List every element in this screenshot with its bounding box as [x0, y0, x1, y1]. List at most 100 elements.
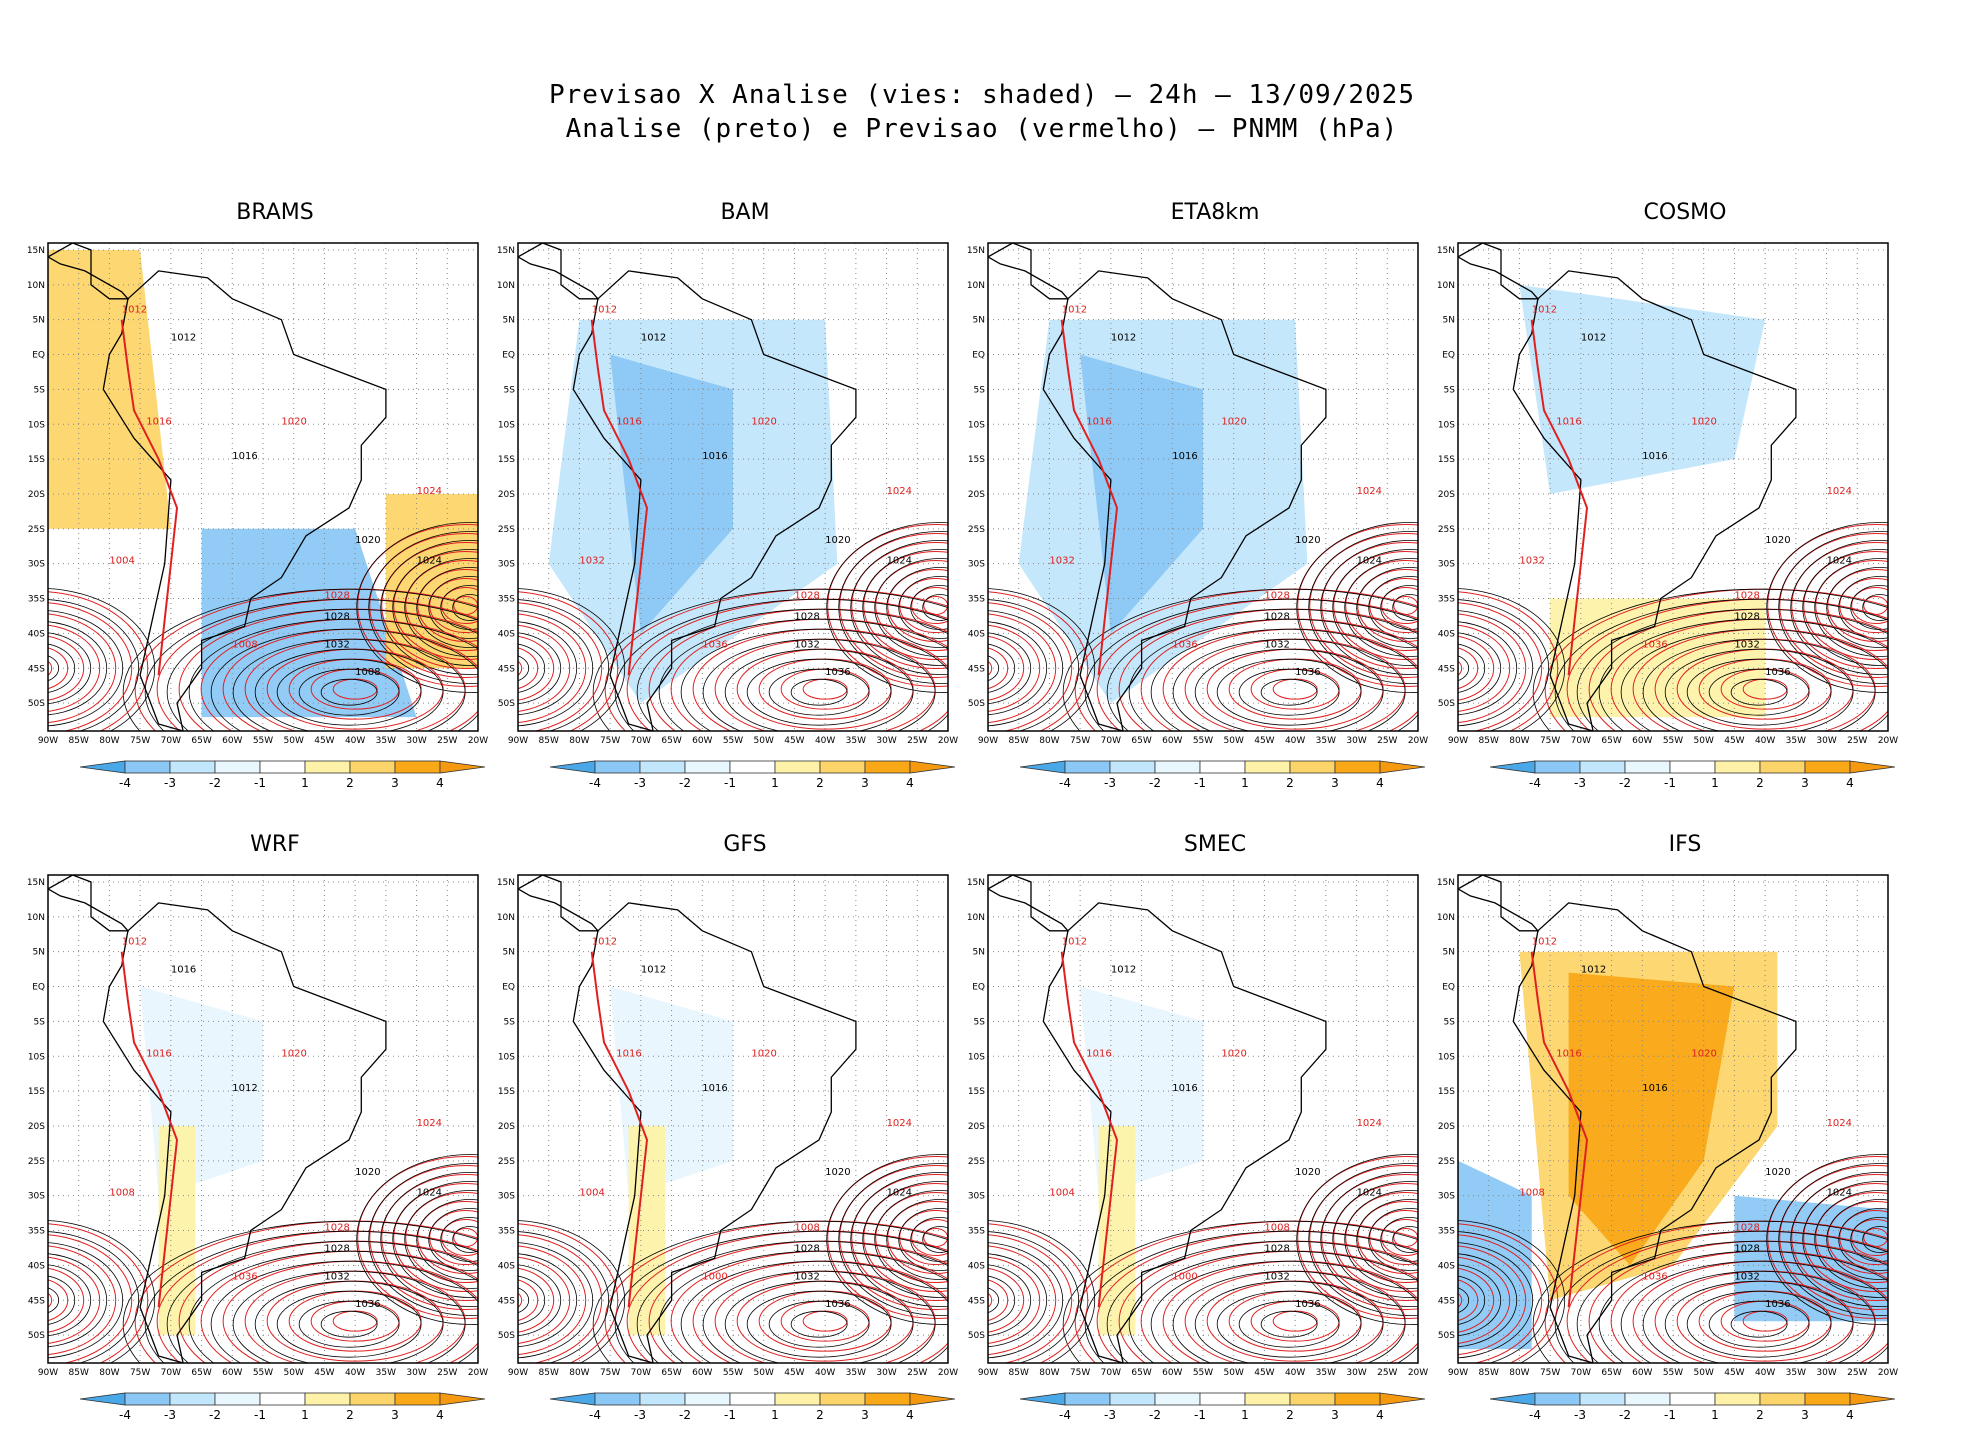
- longitude-tick-label: 55W: [723, 736, 743, 746]
- latitude-tick-label: 35S: [28, 595, 45, 605]
- analysis-isobar-label: 1012: [1111, 965, 1136, 976]
- latitude-tick-label: 15S: [28, 455, 45, 465]
- forecast-isobar-label: 1016: [1556, 1048, 1581, 1059]
- forecast-isobar-label: 1024: [887, 486, 912, 497]
- colorbar-tick-label: 3: [1331, 776, 1339, 790]
- longitude-tick-label: 85W: [69, 736, 89, 746]
- colorbar: -4 -3 -2 -1 1 2 3 4: [549, 760, 956, 790]
- longitude-tick-label: 25W: [907, 1368, 927, 1378]
- latitude-tick-label: 25S: [1438, 525, 1455, 535]
- colorbar-tick-label: -2: [1619, 1408, 1631, 1422]
- latitude-tick-label: EQ: [32, 351, 45, 361]
- analysis-isobar-label: 1012: [641, 333, 666, 344]
- longitude-tick-label: 55W: [253, 1368, 273, 1378]
- forecast-isobar-label: 1024: [1357, 1118, 1382, 1129]
- colorbar-tick-label: 4: [906, 1408, 914, 1422]
- latitude-tick-label: 30S: [968, 1192, 985, 1202]
- longitude-tick-label: 40W: [1755, 1368, 1775, 1378]
- latitude-tick-label: 50S: [498, 699, 515, 709]
- colorbar-tick-label: -2: [679, 1408, 691, 1422]
- forecast-isobar-label: 1036: [232, 1271, 257, 1282]
- longitude-tick-label: 20W: [938, 1368, 958, 1378]
- latitude-tick-label: 40S: [968, 629, 985, 639]
- longitude-tick-label: 55W: [723, 1368, 743, 1378]
- latitude-tick-label: 5N: [33, 948, 45, 958]
- latitude-tick-label: 45S: [28, 1296, 45, 1306]
- map-canvas: 1012 1016 1020 1024 1028 1032 1036 1012 1016 1020…: [1437, 242, 1898, 790]
- forecast-isobar-label: 1028: [1734, 1223, 1759, 1234]
- longitude-tick-label: 55W: [1663, 1368, 1683, 1378]
- latitude-tick-label: 10N: [27, 913, 45, 923]
- latitude-tick-label: 50S: [968, 1331, 985, 1341]
- colorbar-tick-label: -3: [634, 776, 646, 790]
- latitude-tick-label: 10S: [968, 1052, 985, 1062]
- longitude-tick-label: 45W: [314, 736, 334, 746]
- latitude-tick-label: 15N: [497, 246, 515, 256]
- longitude-tick-label: 30W: [406, 736, 426, 746]
- latitude-tick-label: 5N: [33, 316, 45, 326]
- forecast-isobar-label: 1032: [1049, 556, 1074, 567]
- latitude-tick-label: 35S: [498, 1227, 515, 1237]
- analysis-isobar-label: 1024: [887, 1188, 912, 1199]
- longitude-tick-label: 85W: [1479, 1368, 1499, 1378]
- forecast-isobar-label: 1024: [1827, 486, 1852, 497]
- longitude-tick-label: 60W: [1632, 736, 1652, 746]
- latitude-tick-label: EQ: [502, 351, 515, 361]
- forecast-isobar-label: 1036: [702, 639, 727, 650]
- longitude-tick-label: 70W: [161, 736, 181, 746]
- latitude-tick-label: 5S: [1444, 385, 1456, 395]
- analysis-isobar-label: 1008: [355, 667, 380, 678]
- latitude-tick-label: 35S: [498, 595, 515, 605]
- latitude-tick-label: 25S: [498, 525, 515, 535]
- colorbar-tick-label: 3: [1801, 1408, 1809, 1422]
- longitude-tick-label: 85W: [1479, 736, 1499, 746]
- longitude-tick-label: 70W: [161, 1368, 181, 1378]
- longitude-tick-label: 70W: [1101, 736, 1121, 746]
- analysis-isobar-label: 1016: [232, 451, 257, 462]
- latitude-tick-label: 30S: [498, 1192, 515, 1202]
- colorbar-tick-label: 1: [1711, 776, 1719, 790]
- panel-title: ETA8km: [1170, 200, 1260, 225]
- colorbar-tick-label: 4: [1846, 1408, 1854, 1422]
- longitude-tick-label: 50W: [1224, 736, 1244, 746]
- colorbar-tick-label: 2: [1756, 776, 1764, 790]
- longitude-tick-label: 20W: [468, 1368, 488, 1378]
- longitude-tick-label: 65W: [661, 1368, 681, 1378]
- colorbar-tick-label: -2: [209, 1408, 221, 1422]
- analysis-isobar-label: 1024: [1827, 1188, 1852, 1199]
- latitude-tick-label: 5S: [504, 385, 516, 395]
- longitude-tick-label: 40W: [1285, 736, 1305, 746]
- forecast-isobar-label: 1016: [1556, 416, 1581, 427]
- map-frame: [987, 874, 1419, 1364]
- longitude-tick-label: 80W: [1509, 736, 1529, 746]
- latitude-tick-label: 30S: [968, 560, 985, 570]
- latitude-tick-label: 10N: [497, 913, 515, 923]
- longitude-tick-label: 35W: [1316, 1368, 1336, 1378]
- longitude-tick-label: 20W: [1878, 736, 1898, 746]
- latitude-tick-label: 20S: [1438, 1122, 1455, 1132]
- analysis-isobar-label: 1016: [1642, 1083, 1667, 1094]
- longitude-tick-label: 35W: [1786, 736, 1806, 746]
- analysis-isobar-label: 1024: [1357, 1188, 1382, 1199]
- map-canvas: 1012 1016 1020 1024 1008 1004 1000 1012 1016 1020…: [967, 874, 1428, 1422]
- latitude-tick-label: 15N: [27, 246, 45, 256]
- latitude-tick-label: 5S: [34, 385, 46, 395]
- colorbar-tick-label: -4: [589, 776, 601, 790]
- latitude-tick-label: 15S: [498, 1087, 515, 1097]
- central-america-coastline: [48, 875, 130, 932]
- latitude-tick-label: 30S: [28, 560, 45, 570]
- forecast-isobar-label: 1024: [417, 486, 442, 497]
- map-canvas: 1012 1016 1020 1024 1008 1004 1000 1012 1016 1020…: [497, 874, 958, 1422]
- analysis-isobar-label: 1024: [1827, 556, 1852, 567]
- colorbar-tick-label: -2: [209, 776, 221, 790]
- forecast-isobar-label: 1000: [702, 1271, 727, 1282]
- map-panel-wrf: WRF 1012 1016 1020 1024 1028 1008 1036 1016 1012 1…: [27, 832, 510, 1432]
- longitude-tick-label: 60W: [1632, 1368, 1652, 1378]
- longitude-tick-label: 25W: [907, 736, 927, 746]
- longitude-tick-label: 85W: [539, 736, 559, 746]
- forecast-isobar-label: 1012: [122, 305, 147, 316]
- longitude-tick-label: 75W: [1540, 1368, 1560, 1378]
- latitude-tick-label: 10S: [968, 420, 985, 430]
- longitude-tick-label: 90W: [1448, 1368, 1468, 1378]
- central-america-coastline: [518, 243, 600, 300]
